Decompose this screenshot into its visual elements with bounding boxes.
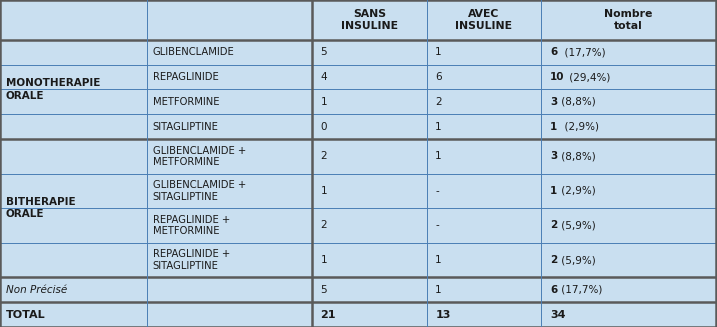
Text: GLIBENCLAMIDE +
SITAGLIPTINE: GLIBENCLAMIDE + SITAGLIPTINE (153, 180, 246, 202)
Bar (0, 139, 716, 174)
Bar (0, 0, 716, 40)
Bar (0, 174, 716, 208)
Text: 1: 1 (435, 122, 442, 132)
Text: GLIBENCLAMIDE +
METFORMINE: GLIBENCLAMIDE + METFORMINE (153, 146, 246, 167)
Text: 2: 2 (435, 97, 442, 107)
Text: REPAGLINIDE +
SITAGLIPTINE: REPAGLINIDE + SITAGLIPTINE (153, 249, 230, 271)
Text: 1: 1 (435, 255, 442, 265)
Text: 6: 6 (550, 47, 557, 57)
Text: GLIBENCLAMIDE: GLIBENCLAMIDE (153, 47, 234, 57)
Text: 6: 6 (435, 72, 442, 82)
Text: 5: 5 (320, 47, 327, 57)
Text: 10: 10 (550, 72, 564, 82)
Text: 1: 1 (435, 151, 442, 162)
Text: Nombre
total: Nombre total (604, 9, 652, 31)
Text: 13: 13 (435, 310, 450, 319)
Text: (17,7%): (17,7%) (558, 47, 605, 57)
Text: -: - (435, 186, 439, 196)
Text: MONOTHERAPIE
ORALE: MONOTHERAPIE ORALE (6, 78, 100, 101)
Text: BITHERAPIE
ORALE: BITHERAPIE ORALE (6, 197, 75, 219)
Text: 3: 3 (550, 151, 557, 162)
Text: 21: 21 (320, 310, 336, 319)
Bar (0, 64, 716, 89)
Bar (0, 89, 716, 114)
Text: 0: 0 (320, 122, 327, 132)
Text: (2,9%): (2,9%) (558, 186, 596, 196)
Text: 1: 1 (435, 47, 442, 57)
Text: 1: 1 (320, 255, 327, 265)
Text: 1: 1 (320, 97, 327, 107)
Text: 4: 4 (320, 72, 327, 82)
Text: (5,9%): (5,9%) (558, 255, 596, 265)
Text: REPAGLINIDE: REPAGLINIDE (153, 72, 219, 82)
Text: 1: 1 (320, 186, 327, 196)
Text: REPAGLINIDE +
METFORMINE: REPAGLINIDE + METFORMINE (153, 215, 230, 236)
Text: 2: 2 (550, 220, 557, 231)
Text: SITAGLIPTINE: SITAGLIPTINE (153, 122, 219, 132)
Text: (8,8%): (8,8%) (558, 97, 596, 107)
Text: (17,7%): (17,7%) (558, 285, 602, 295)
Text: 5: 5 (320, 285, 327, 295)
Text: (29,4%): (29,4%) (566, 72, 610, 82)
Text: 3: 3 (550, 97, 557, 107)
Text: TOTAL: TOTAL (6, 310, 45, 319)
Text: 2: 2 (320, 151, 327, 162)
Text: SANS
INSULINE: SANS INSULINE (341, 9, 398, 31)
Bar (0, 243, 716, 277)
Text: Non Précisé: Non Précisé (6, 285, 67, 295)
Text: 1: 1 (550, 186, 557, 196)
Text: METFORMINE: METFORMINE (153, 97, 219, 107)
Text: (8,8%): (8,8%) (558, 151, 596, 162)
Text: 2: 2 (550, 255, 557, 265)
Bar (0, 302, 716, 327)
Text: 1: 1 (550, 122, 557, 132)
Bar (0, 208, 716, 243)
Bar (0, 114, 716, 139)
Text: -: - (435, 220, 439, 231)
Text: 1: 1 (435, 285, 442, 295)
Text: 34: 34 (550, 310, 566, 319)
Bar (0, 277, 716, 302)
Bar (0, 40, 716, 64)
Text: 2: 2 (320, 220, 327, 231)
Text: (2,9%): (2,9%) (558, 122, 599, 132)
Text: 6: 6 (550, 285, 557, 295)
Text: (5,9%): (5,9%) (558, 220, 596, 231)
Text: AVEC
INSULINE: AVEC INSULINE (455, 9, 513, 31)
